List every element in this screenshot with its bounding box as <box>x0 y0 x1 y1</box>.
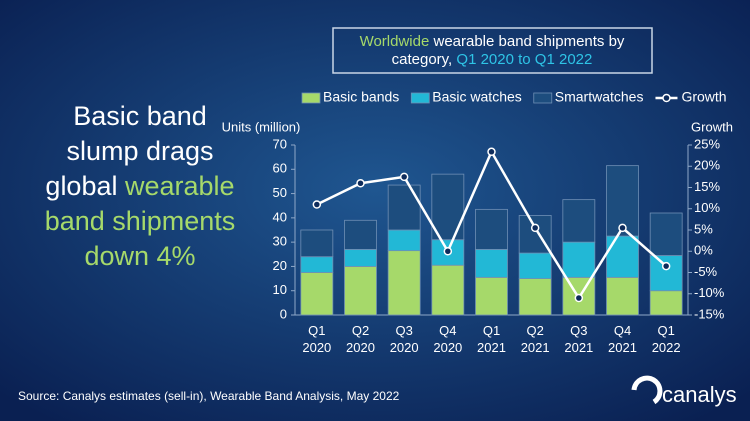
headline-part: band shipments <box>45 206 236 236</box>
y-tick-label: 30 <box>273 234 287 249</box>
y2-axis-title: Growth <box>691 119 733 134</box>
bar <box>387 229 421 252</box>
legend-label: Basic bands <box>323 89 399 105</box>
y2-tick-label: 10% <box>694 200 720 215</box>
y2-tick-label: -5% <box>694 264 718 279</box>
y-tick-label: 10 <box>273 282 287 297</box>
y-axis-title: Units (million) <box>222 119 301 134</box>
chart-title-part: wearable band shipments by <box>432 33 624 50</box>
x-tick-label: Q1 2021 <box>477 323 506 355</box>
bar <box>518 252 552 279</box>
x-tick-label: Q1 2020 <box>302 323 332 355</box>
legend-swatch <box>533 92 553 104</box>
bar <box>344 249 377 267</box>
source: Source: Canalys estimates (sell-in), Wea… <box>18 389 400 403</box>
headline-line: band shipments <box>45 206 236 236</box>
bar <box>606 235 639 278</box>
headline-line: global wearable <box>45 171 234 201</box>
x-tick-label: Q3 2020 <box>389 323 419 355</box>
y2-tick-label: 15% <box>694 179 720 194</box>
x-tick-label: Q2 2021 <box>520 323 550 355</box>
bar <box>475 276 508 316</box>
y-tick-label: 70 <box>273 136 287 151</box>
y-tick-label: 60 <box>273 161 287 176</box>
headline-line: slump drags <box>66 136 213 166</box>
bar <box>649 255 683 292</box>
x-tick-label: Q3 2021 <box>564 323 594 355</box>
chart-title-part: Worldwide <box>360 33 434 50</box>
bar <box>387 184 421 231</box>
growth-point <box>661 261 671 271</box>
y-tick-label: 0 <box>280 306 287 321</box>
bar <box>300 272 334 316</box>
bar <box>562 199 596 243</box>
y-tick-label: 40 <box>273 209 287 224</box>
logo-icon <box>631 375 663 405</box>
legend-swatch <box>662 93 671 103</box>
headline-part: global <box>45 171 125 201</box>
growth-point <box>356 179 365 188</box>
bar <box>518 278 552 316</box>
y-tick-label: 20 <box>273 258 287 273</box>
legend-swatch <box>301 92 321 104</box>
bar <box>475 249 508 278</box>
legend-label: Basic watches <box>432 89 521 105</box>
y2-tick-label: -15% <box>694 306 725 321</box>
headline-part: down 4% <box>84 241 195 271</box>
y2-tick-label: 25% <box>694 136 720 151</box>
bar <box>300 256 334 273</box>
y-tick-label: 50 <box>273 185 287 200</box>
chart-title-line: category, Q1 2020 to Q1 2022 <box>392 51 593 68</box>
headline-part: Basic band <box>73 101 207 131</box>
bar <box>649 212 683 256</box>
title-box <box>332 27 653 74</box>
bar <box>431 264 465 316</box>
bar <box>562 241 596 278</box>
x-tick-label: Q4 2021 <box>608 323 637 355</box>
growth-point <box>312 200 322 209</box>
chart-title-part: Q1 2020 to Q1 2022 <box>456 51 592 68</box>
chart-title-line: Worldwide wearable band shipments by <box>360 33 625 50</box>
growth-point <box>574 293 584 303</box>
y2-tick-label: 5% <box>694 221 713 236</box>
legend-swatch <box>410 92 430 104</box>
y2-tick-label: -10% <box>694 285 725 300</box>
bar <box>387 250 421 316</box>
x-tick-label: Q4 2020 <box>433 323 463 355</box>
bar <box>649 290 683 316</box>
bar <box>344 266 377 316</box>
bar <box>300 229 334 258</box>
headline-line: down 4% <box>84 241 195 271</box>
bar <box>344 219 377 250</box>
growth-point <box>443 247 453 256</box>
headline-line: Basic band <box>73 101 207 131</box>
bar <box>606 276 639 316</box>
headline-part: slump drags <box>66 136 213 166</box>
bar <box>475 208 508 250</box>
legend-label: Smartwatches <box>555 89 644 105</box>
y2-tick-label: 0% <box>694 243 713 258</box>
growth-point <box>530 223 540 233</box>
x-tick-label: Q2 2020 <box>346 323 375 355</box>
growth-point <box>399 172 409 182</box>
growth-point <box>487 147 496 157</box>
chart-title-part: category, <box>392 51 457 68</box>
logo-arc <box>631 375 663 405</box>
growth-point <box>618 223 627 233</box>
legend-label: Growth <box>681 89 726 105</box>
logo: canalys <box>662 382 737 407</box>
x-tick-label: Q1 2022 <box>651 323 681 355</box>
headline-part: wearable <box>124 171 235 201</box>
y2-tick-label: 20% <box>694 158 720 173</box>
